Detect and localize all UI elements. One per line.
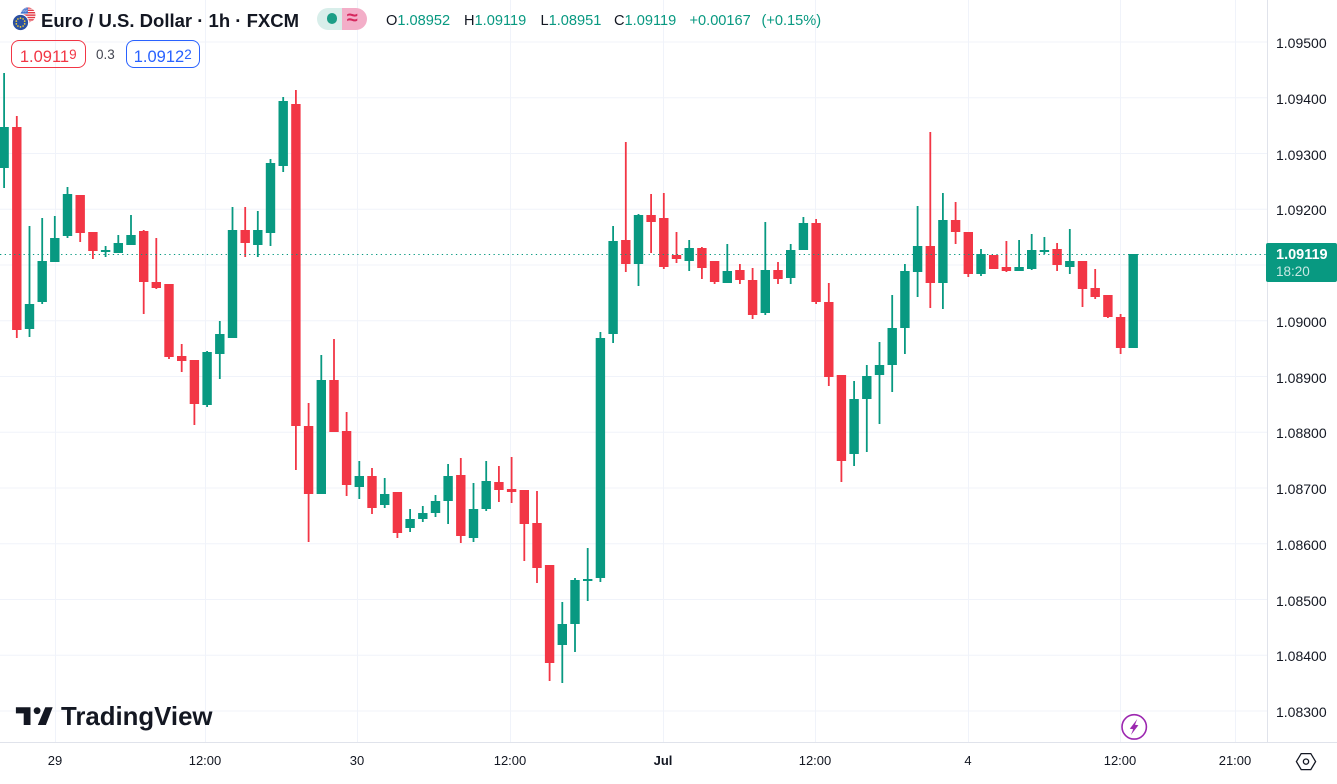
svg-text:TradingView: TradingView	[61, 703, 213, 731]
